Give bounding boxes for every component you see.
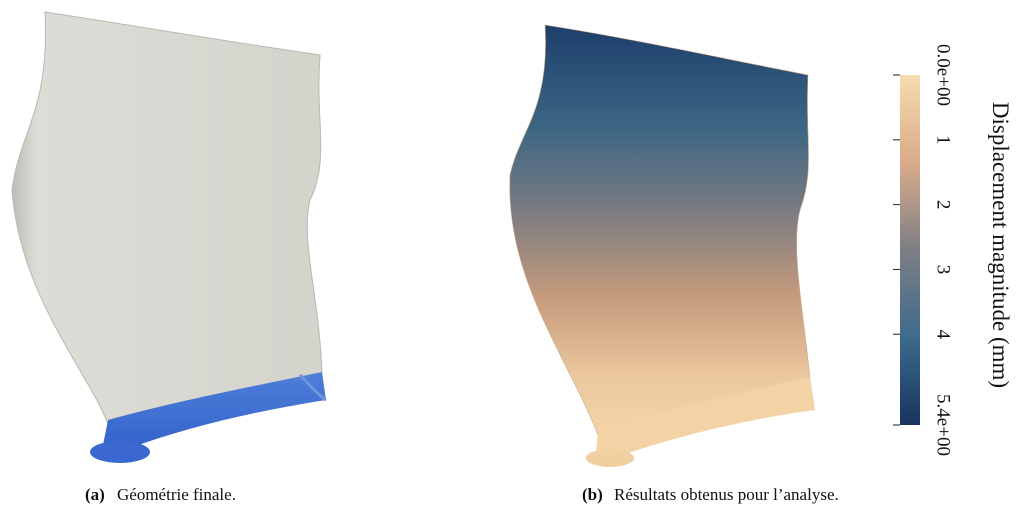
colorbar-tick-label: 0.0e+00 bbox=[933, 44, 954, 106]
colorbar-title: Displacement magnitude (mm) bbox=[988, 102, 1013, 388]
colorbar-tick-label: 2 bbox=[933, 200, 954, 210]
colorbar bbox=[900, 75, 920, 425]
blade-displacement bbox=[509, 24, 815, 467]
panel-label: (a) bbox=[85, 485, 105, 504]
panel-label: (b) bbox=[582, 485, 603, 504]
blade-geometry bbox=[11, 11, 327, 463]
colorbar-tick-label: 1 bbox=[933, 135, 954, 145]
colorbar-tick-label: 4 bbox=[933, 330, 954, 340]
colorbar-tick-label: 3 bbox=[933, 265, 954, 275]
panel-caption: Résultats obtenus pour l’analyse. bbox=[614, 485, 839, 504]
colorbar-tick-label: 5.4e+00 bbox=[933, 394, 954, 456]
panel-caption: Géométrie finale. bbox=[117, 485, 236, 504]
